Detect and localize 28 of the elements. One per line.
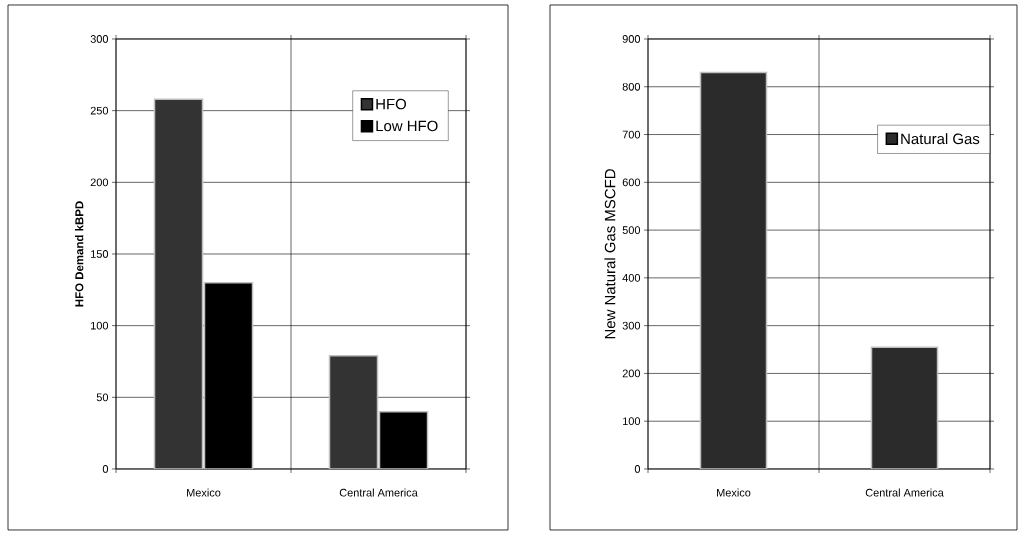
y-tick-label: 150	[91, 250, 109, 258]
y-tick-label: 100	[623, 417, 641, 426]
y-tick-label: 200	[90, 178, 109, 187]
y-tick-label: 50	[96, 393, 109, 402]
y-tick-label: 900	[622, 35, 641, 43]
y-tick-label: 100	[91, 321, 109, 330]
x-tick-label: Central America	[339, 488, 418, 497]
bar	[153, 98, 204, 469]
y-tick-label: 500	[622, 226, 641, 234]
y-tick-label: 200	[622, 369, 641, 378]
x-tick-label: Central America	[865, 488, 944, 497]
y-tick-label: 400	[622, 274, 641, 282]
x-tick-label: Mexico	[187, 488, 221, 497]
bar	[328, 355, 379, 469]
x-tick-label: Mexico	[717, 488, 751, 497]
y-tick-label: 250	[90, 106, 109, 115]
y-tick-label: 300	[622, 321, 641, 330]
legend-label: HFO	[376, 98, 407, 110]
y-tick-label: 0	[634, 465, 641, 473]
y-tick-label: 600	[622, 178, 641, 187]
legend-label: Low HFO	[376, 120, 438, 132]
legend-label: Natural Gas	[901, 133, 980, 145]
y-axis-title: HFO Demand kBPD	[74, 201, 84, 307]
y-axis-title: New Natural Gas MSCFD	[604, 169, 616, 339]
y-tick-label: 0	[102, 465, 109, 473]
y-tick-label: 700	[622, 130, 641, 139]
y-tick-label: 800	[622, 82, 641, 91]
y-tick-label: 300	[90, 35, 109, 43]
